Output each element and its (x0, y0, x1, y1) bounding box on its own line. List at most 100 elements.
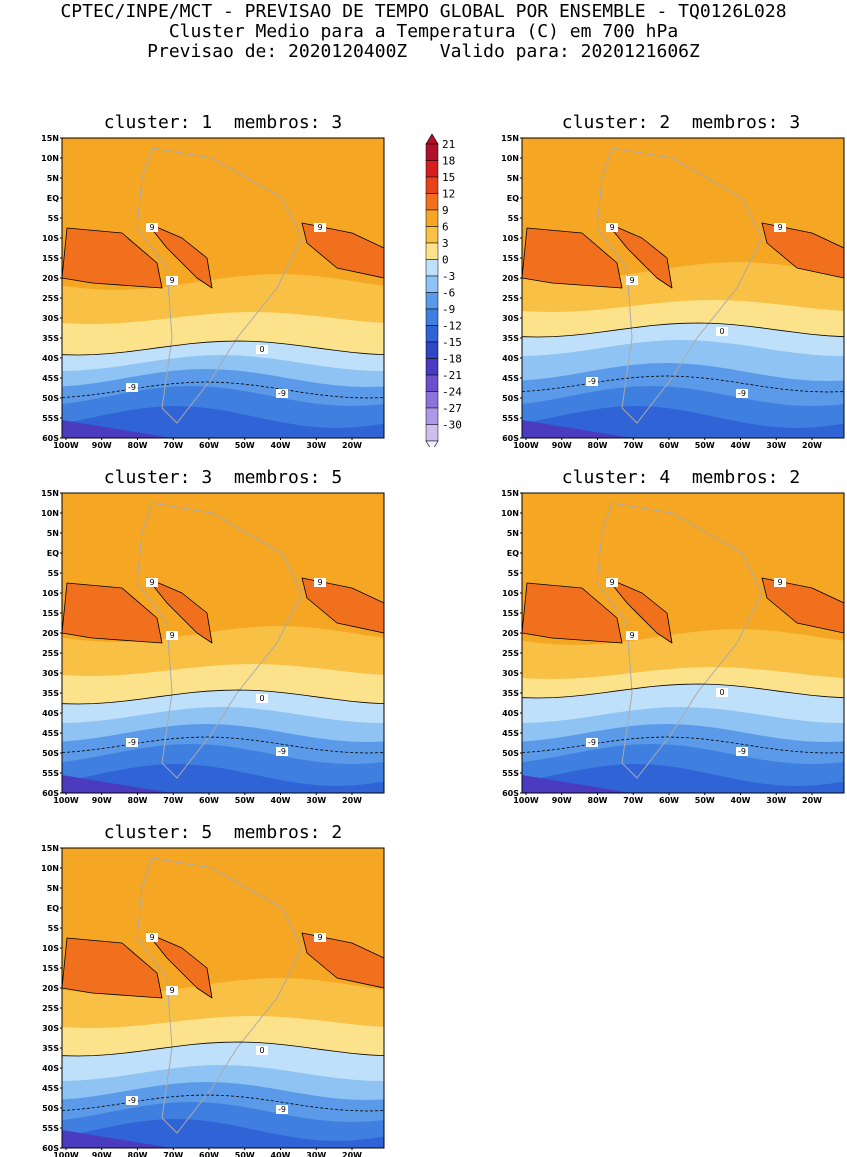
panel-title: cluster: 4 membros: 2 (561, 467, 801, 488)
lat-tick-label: 20S (502, 629, 519, 638)
lat-tick-label: 10N (41, 864, 59, 873)
contour-label-minus-9-bg (586, 377, 598, 386)
header-line-1: CPTEC/INPE/MCT - PREVISAO DE TEMPO GLOBA… (60, 1, 787, 22)
colorbar-swatch (425, 292, 439, 310)
lat-tick-label: 10S (42, 234, 59, 243)
lat-tick-label: 5N (507, 529, 519, 538)
map-panel-cluster-4: cluster: 4 membros: 2 0 -9 -9 9 9 9 15N 10N 5N EQ… (460, 465, 847, 805)
contour-minus-9 (62, 1094, 384, 1112)
contour-9 (62, 227, 163, 289)
lat-tick-label: 50S (42, 1104, 59, 1113)
lat-tick-label: 50S (502, 749, 519, 758)
colorbar-label: -24 (442, 386, 462, 399)
lat-tick-label: 30S (502, 314, 519, 323)
lat-tick-label: EQ (507, 549, 519, 558)
lon-tick-label: 80W (588, 441, 608, 450)
lon-tick-label: 20W (802, 441, 822, 450)
colorbar-swatch (425, 358, 439, 376)
lon-tick-label: 60W (659, 796, 679, 805)
contour-label-9-bg (314, 578, 326, 587)
contour-label-minus-9: -9 (128, 738, 136, 747)
colorbar-swatch (425, 259, 439, 277)
lat-tick-label: 15S (42, 254, 59, 263)
lon-tick-label: 100W (53, 441, 79, 450)
contour-9 (62, 582, 163, 644)
lat-tick-label: 55S (42, 414, 59, 423)
contour-label-9: 9 (629, 631, 634, 640)
map-svg: 0 -9 -9 9 9 9 15N 10N 5N EQ 5S 10S 15S 20S 25S 30S 35S 40… (501, 489, 845, 805)
lon-tick-label: 50W (695, 796, 715, 805)
map-svg: 0 -9 -9 9 9 9 15N 10N 5N EQ 5S 10S 15S 20S 25S 30S 35S 40… (501, 134, 845, 450)
contour-label-9: 9 (609, 578, 614, 587)
colorbar-label: 9 (442, 204, 449, 217)
lat-tick-label: 55S (502, 414, 519, 423)
contour-9 (761, 222, 844, 279)
lat-tick-label: 30S (42, 669, 59, 678)
colorbar-label: -18 (442, 353, 462, 366)
contour-9 (761, 577, 844, 634)
lon-tick-label: 70W (163, 441, 183, 450)
colorbar-label: 21 (442, 138, 455, 151)
lat-tick-label: 5N (47, 529, 59, 538)
lat-tick-label: 55S (42, 1124, 59, 1133)
temp-band (62, 406, 384, 438)
contour-label-0: 0 (259, 345, 264, 354)
contour-label-0: 0 (259, 694, 264, 703)
lat-tick-label: 35S (42, 334, 59, 343)
contour-label-9: 9 (169, 986, 174, 995)
contour-minus-9 (62, 381, 384, 399)
panel-title: cluster: 2 membros: 3 (561, 112, 801, 133)
contour-label-minus-9-bg (736, 389, 748, 398)
contour-label-minus-9-bg (586, 738, 598, 747)
lon-tick-label: 60W (199, 796, 219, 805)
lat-tick-label: 35S (502, 334, 519, 343)
map-frame (521, 137, 845, 439)
lon-tick-label: 40W (731, 796, 751, 805)
lat-tick-label: 15S (42, 609, 59, 618)
lat-tick-label: 50S (502, 394, 519, 403)
contour-label-9-bg (626, 276, 638, 285)
contour-label-0: 0 (719, 327, 724, 336)
colorbar-swatch (425, 226, 439, 244)
lon-tick-label: 90W (92, 441, 112, 450)
panel-title: cluster: 3 membros: 5 (103, 467, 343, 488)
lat-tick-label: 25S (502, 649, 519, 658)
contour-label-0-bg (256, 345, 268, 354)
lon-tick-label: 30W (766, 796, 786, 805)
lat-tick-label: 10N (501, 509, 519, 518)
lat-tick-label: 5N (507, 174, 519, 183)
contour-label-0: 0 (719, 688, 724, 697)
lon-tick-label: 90W (552, 796, 572, 805)
contour-label-minus-9-bg (276, 389, 288, 398)
lat-tick-label: 15N (41, 844, 59, 853)
lat-tick-label: EQ (507, 194, 519, 203)
map-svg: 0 -9 -9 9 9 9 15N 10N 5N EQ 5S 10S 15S 20S 25S 30S 35S 40… (41, 134, 385, 450)
contour-label-9-bg (774, 578, 786, 587)
lon-tick-label: 30W (766, 441, 786, 450)
header-line-3: Previsao de: 2020120400Z Valido para: 20… (147, 41, 700, 62)
contour-label-9-bg (774, 223, 786, 232)
lon-tick-label: 90W (92, 1151, 112, 1157)
contour-label-9: 9 (149, 933, 154, 942)
contour-label-minus-9-bg (126, 1096, 138, 1105)
contour-label-9: 9 (317, 933, 322, 942)
colorbar-swatch (425, 374, 439, 392)
contour-0 (522, 683, 844, 699)
contour-9 (522, 227, 623, 289)
contour-9 (146, 222, 213, 289)
contour-label-9: 9 (609, 223, 614, 232)
contour-label-minus-9-bg (736, 747, 748, 756)
contour-label-9: 9 (169, 631, 174, 640)
continent-outline (596, 502, 763, 779)
lon-tick-label: 100W (513, 796, 539, 805)
panel-title: cluster: 1 membros: 3 (103, 112, 343, 133)
lat-tick-label: 20S (42, 274, 59, 283)
lon-tick-label: 80W (588, 796, 608, 805)
contour-9 (522, 582, 623, 644)
contour-label-0-bg (716, 688, 728, 697)
lat-tick-label: 15S (502, 254, 519, 263)
map-panel-cluster-5: cluster: 5 membros: 2 0 -9 -9 9 9 9 15N 10N 5N EQ… (0, 820, 400, 1157)
lat-tick-label: 5S (508, 569, 520, 578)
lon-tick-label: 70W (163, 1151, 183, 1157)
contour-9 (146, 577, 213, 644)
